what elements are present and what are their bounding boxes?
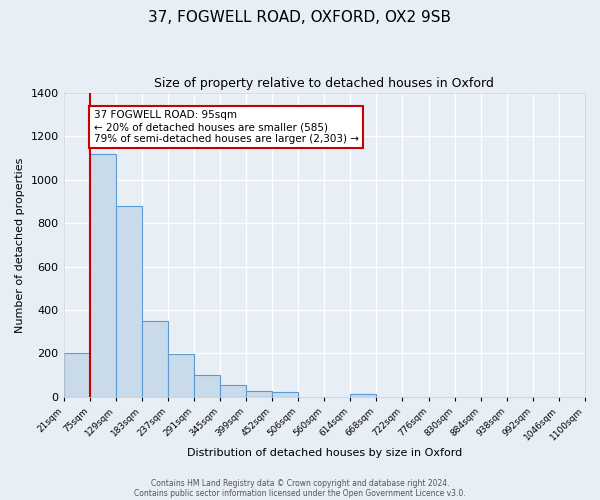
Bar: [168, 354, 194, 397]
Bar: [194, 375, 220, 397]
Text: Contains HM Land Registry data © Crown copyright and database right 2024.: Contains HM Land Registry data © Crown c…: [151, 478, 449, 488]
Bar: [89, 154, 116, 397]
Bar: [350, 394, 376, 397]
Bar: [64, 354, 89, 397]
Text: 37, FOGWELL ROAD, OXFORD, OX2 9SB: 37, FOGWELL ROAD, OXFORD, OX2 9SB: [149, 10, 452, 25]
Text: 37 FOGWELL ROAD: 95sqm
← 20% of detached houses are smaller (585)
79% of semi-de: 37 FOGWELL ROAD: 95sqm ← 20% of detached…: [94, 110, 359, 144]
Y-axis label: Number of detached properties: Number of detached properties: [15, 157, 25, 332]
Bar: [246, 392, 272, 397]
Bar: [220, 385, 246, 397]
Bar: [116, 206, 142, 397]
Text: Contains public sector information licensed under the Open Government Licence v3: Contains public sector information licen…: [134, 488, 466, 498]
Bar: [142, 321, 168, 397]
Bar: [272, 392, 298, 397]
X-axis label: Distribution of detached houses by size in Oxford: Distribution of detached houses by size …: [187, 448, 462, 458]
Title: Size of property relative to detached houses in Oxford: Size of property relative to detached ho…: [154, 78, 494, 90]
